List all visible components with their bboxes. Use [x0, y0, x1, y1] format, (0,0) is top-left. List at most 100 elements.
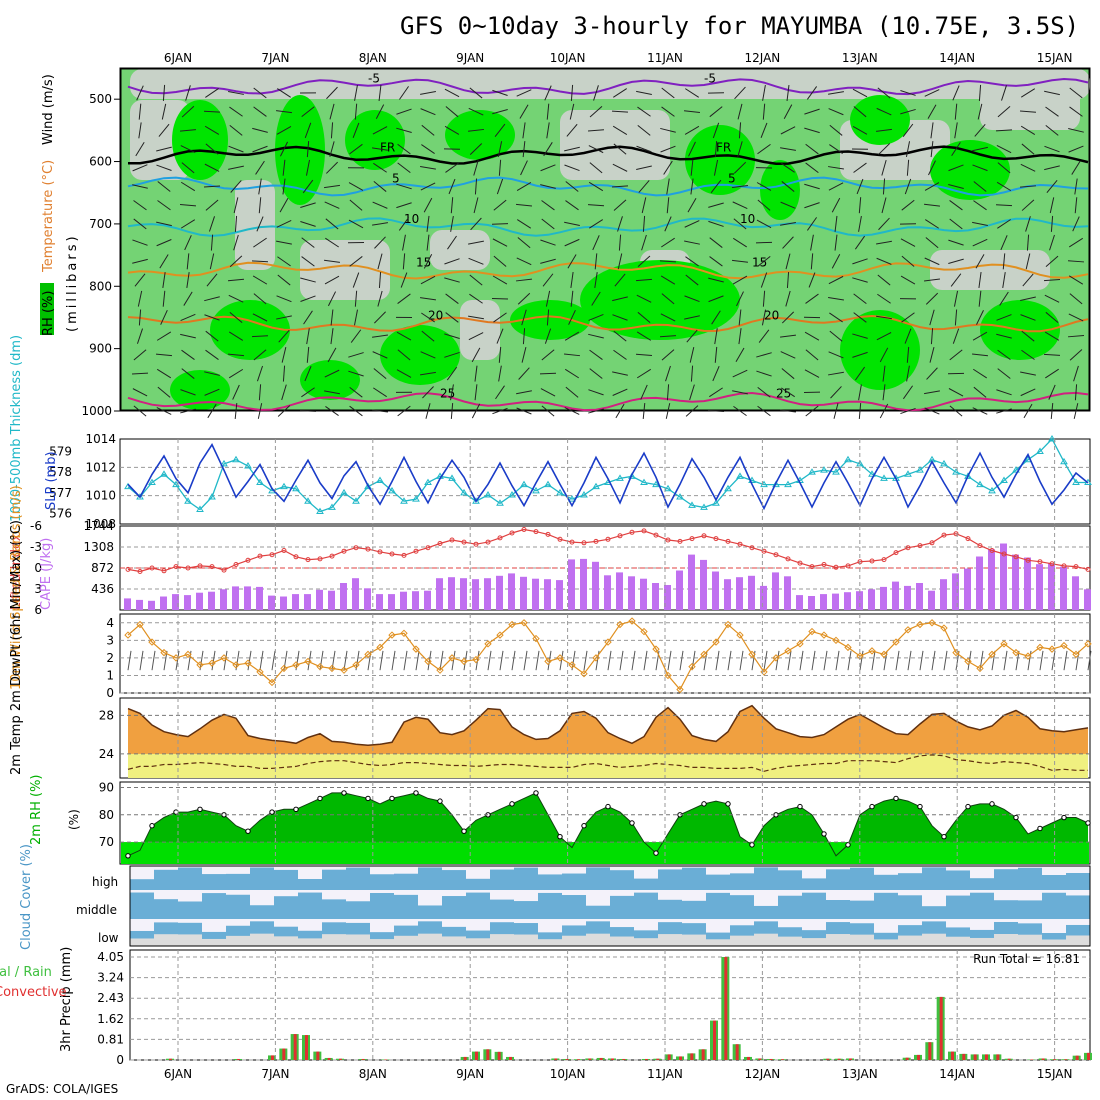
wind-barb — [492, 238, 508, 247]
cape-bar — [784, 576, 791, 610]
wind-barb — [975, 254, 985, 269]
precip-bar-convective — [939, 996, 943, 1060]
wind-barb — [180, 219, 196, 229]
cloud-cell — [202, 893, 226, 919]
wind-barb — [420, 91, 436, 95]
wind-barb — [421, 312, 435, 323]
wind-barb — [1069, 87, 1083, 99]
wind-barb — [588, 408, 604, 414]
wind-barb — [445, 293, 459, 304]
cape-bar — [916, 583, 923, 610]
wind-barb — [568, 310, 576, 325]
cape-bar — [820, 594, 827, 610]
thickness-point — [772, 480, 780, 488]
wind-barb — [279, 141, 289, 157]
rh-shading — [120, 68, 1090, 411]
cloud-low-cell — [130, 938, 154, 946]
rh-dry-zone — [460, 300, 500, 360]
li-point — [521, 527, 527, 532]
wind-speed-point — [592, 654, 600, 662]
wind-barb — [493, 312, 507, 323]
wind-barb — [1020, 371, 1036, 376]
cape-bar — [652, 583, 659, 610]
cape-bar — [136, 599, 143, 610]
cape-tick-label: 436 — [91, 582, 114, 596]
precip-bar-convective — [588, 1058, 592, 1060]
precip-bar-convective — [565, 1058, 569, 1060]
thickness-point — [184, 497, 192, 504]
thickness-point — [424, 478, 432, 486]
li-point — [809, 564, 815, 570]
li-point — [269, 552, 275, 558]
wind-barb — [929, 309, 935, 326]
wind-barb — [853, 106, 867, 118]
cloud-cell — [394, 873, 418, 890]
cloud-low-cell — [634, 938, 658, 946]
wind-barb — [665, 365, 671, 382]
wind-barb — [565, 200, 579, 211]
li-point — [185, 565, 191, 571]
rh2m-point — [629, 820, 635, 826]
pressure-tick-label: 900 — [89, 342, 112, 356]
wind-barb — [882, 365, 886, 382]
cape-bar — [964, 568, 971, 610]
cape-bar — [544, 579, 551, 610]
wind-barb — [900, 89, 916, 96]
cape-bar — [808, 596, 815, 610]
wind-barb — [713, 159, 719, 176]
wind-barb — [282, 178, 286, 195]
precip-bar-convective — [293, 1034, 297, 1060]
wind-barb — [642, 215, 646, 232]
wind-barb — [613, 199, 627, 211]
wind-barb — [301, 237, 315, 248]
wind-barb — [468, 315, 484, 320]
wind-barb — [637, 124, 651, 136]
temp-label: 2m Temp 2m DewPt (6hr Min/Max) (°C) — [9, 520, 24, 775]
wind-barb — [948, 184, 964, 189]
wind-barb — [738, 328, 742, 345]
wind-barb — [685, 256, 699, 267]
wind-barb — [564, 238, 580, 247]
thickness-point — [1048, 435, 1056, 442]
wind-speed-point — [316, 662, 324, 671]
wind-barb — [132, 388, 148, 397]
wind-barb — [156, 368, 172, 379]
precip-tick-label: 1.62 — [97, 1012, 124, 1026]
cloud-cell — [1042, 875, 1066, 890]
top-date-label: 12JAN — [745, 51, 781, 65]
wind-barb — [444, 125, 460, 135]
wind-barb — [779, 409, 797, 413]
wind-barb — [519, 104, 529, 119]
wind-speed-point — [268, 678, 276, 687]
wind-barb — [445, 106, 459, 118]
wind-barb-10m — [379, 650, 384, 671]
wind-barb — [924, 182, 940, 191]
cloud-cell — [682, 867, 706, 890]
cape-bar — [616, 572, 623, 610]
wind-speed-point — [424, 657, 432, 666]
thickness-point — [448, 474, 456, 481]
li-point — [869, 558, 875, 564]
cloud-cell — [802, 892, 826, 919]
wind-barb — [184, 235, 192, 251]
precip-bar-convective — [1030, 1059, 1034, 1060]
wind-barb — [708, 220, 724, 227]
cape-bar — [700, 559, 707, 610]
wind-barb — [402, 234, 406, 251]
wind-barb — [1021, 349, 1035, 360]
wind-barb — [420, 182, 436, 191]
wind-barb — [637, 255, 651, 268]
wind-speed-point — [820, 631, 828, 639]
wind-barb — [732, 275, 748, 285]
thickness-point — [616, 474, 624, 481]
wind-barb-10m — [1087, 650, 1092, 671]
cloud-low-cell — [178, 934, 202, 946]
wind-barb — [564, 164, 580, 172]
wind-barb — [879, 347, 889, 363]
wind-barb — [565, 181, 579, 192]
wind-speed-point — [136, 620, 144, 629]
wind-barb — [805, 349, 819, 361]
wind-barb — [828, 91, 844, 95]
wind-barb — [450, 384, 454, 401]
cape-bar — [496, 575, 503, 610]
